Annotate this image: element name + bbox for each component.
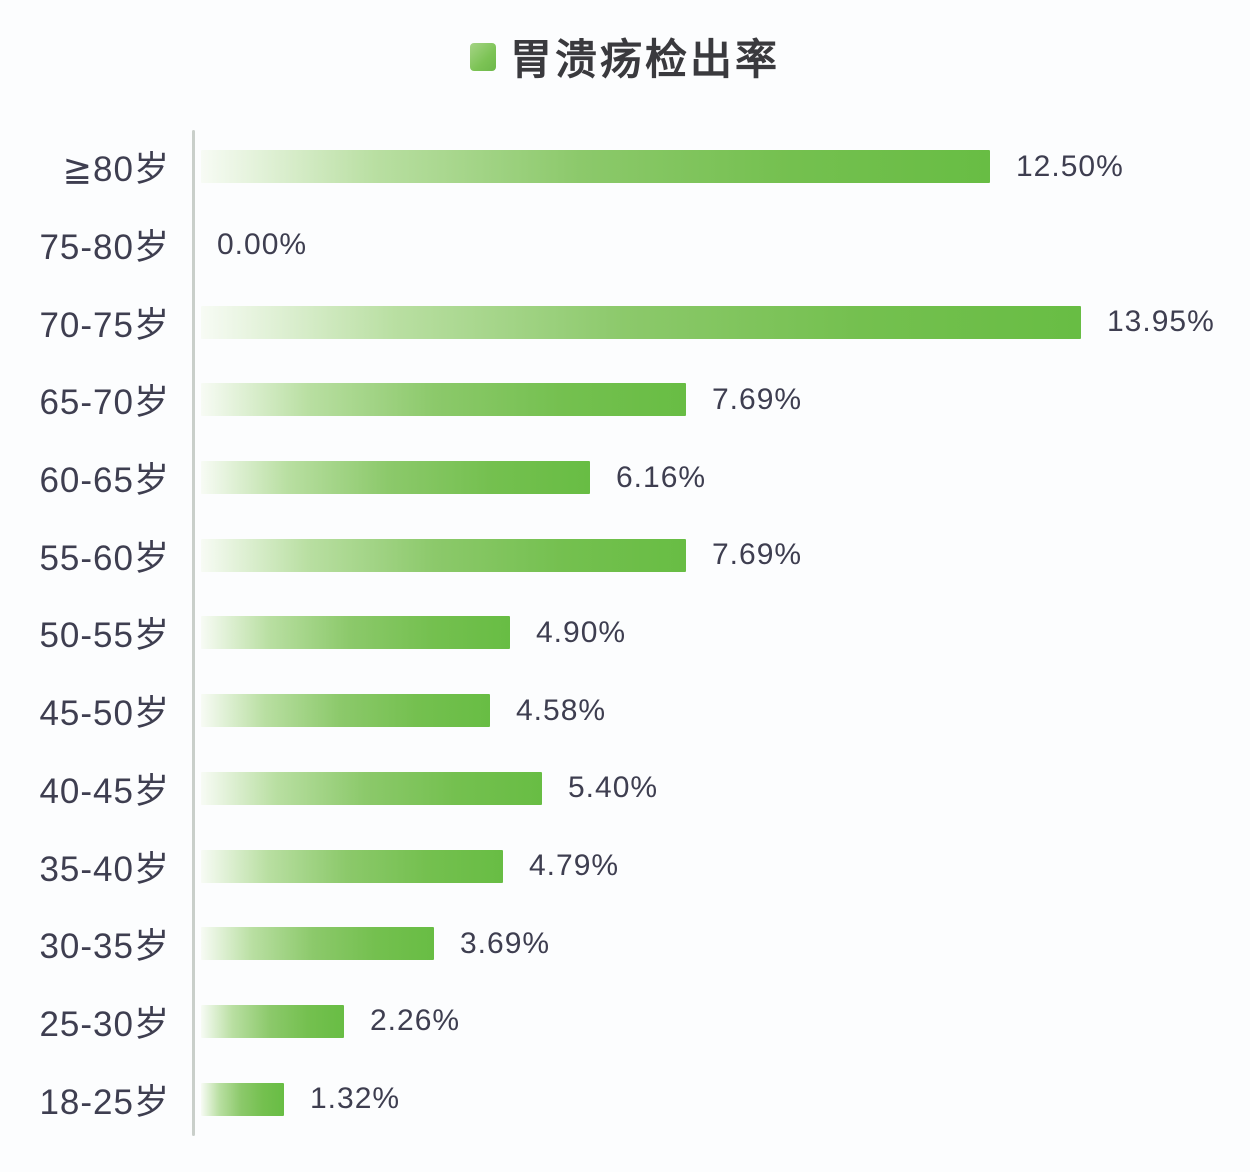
value-label: 4.58% (516, 693, 607, 727)
bar-row: 35-40岁 4.79% (0, 827, 1250, 905)
bar-row: 18-25岁 1.32% (0, 1060, 1250, 1138)
bar[interactable] (201, 383, 686, 417)
category-label: ≧80岁 (62, 150, 170, 190)
bar-track: 2.26% (170, 983, 1250, 1061)
value-label: 4.90% (536, 615, 627, 649)
bar-row: 75-80岁 0.00% (0, 206, 1250, 284)
bar-row: 25-30岁 2.26% (0, 983, 1250, 1061)
bar-row: 70-75岁 13.95% (0, 283, 1250, 361)
bar[interactable] (201, 771, 542, 805)
y-axis-line (192, 130, 195, 1136)
category-label: 50-55岁 (39, 616, 170, 656)
bar-track: 7.69% (170, 361, 1250, 439)
bar-row: 40-45岁 5.40% (0, 750, 1250, 828)
category-label: 25-30岁 (39, 1004, 170, 1044)
value-label: 5.40% (568, 771, 659, 805)
value-label: 4.79% (529, 849, 620, 883)
value-label: 2.26% (370, 1004, 461, 1038)
value-label: 12.50% (1016, 149, 1124, 183)
category-label: 30-35岁 (39, 927, 170, 967)
bar-track: 1.32% (170, 1060, 1250, 1138)
category-label: 75-80岁 (39, 228, 170, 268)
bar[interactable] (201, 694, 490, 728)
bar-row: 65-70岁 7.69% (0, 361, 1250, 439)
legend-marker-icon (469, 42, 496, 71)
category-label: 18-25岁 (39, 1082, 170, 1122)
bar-track: 13.95% (170, 283, 1250, 361)
value-label: 13.95% (1107, 305, 1215, 339)
bar-track: 7.69% (170, 516, 1250, 594)
value-label: 7.69% (712, 382, 803, 416)
category-label: 55-60岁 (39, 538, 170, 578)
bar[interactable] (201, 461, 590, 495)
category-label: 45-50岁 (39, 694, 170, 734)
bar-track: 5.40% (170, 750, 1250, 828)
value-label: 7.69% (712, 538, 803, 572)
bar[interactable] (201, 538, 686, 572)
bar[interactable] (201, 616, 510, 650)
chart-header: 胃溃疡检出率 (0, 26, 1250, 87)
bar[interactable] (201, 1082, 284, 1116)
bar-track: 4.79% (170, 827, 1250, 905)
bar-row: 30-35岁 3.69% (0, 905, 1250, 983)
bar[interactable] (201, 305, 1081, 339)
bar-rows: ≧80岁 12.50% 75-80岁 0.00% 70-75岁 13.95% 65-70岁 7… (0, 128, 1250, 1138)
category-label: 60-65岁 (39, 461, 170, 501)
bar-track: 3.69% (170, 905, 1250, 983)
value-label: 3.69% (460, 926, 551, 960)
bar-track: 4.90% (170, 594, 1250, 672)
bar[interactable] (201, 849, 503, 883)
bar[interactable] (201, 150, 990, 184)
category-label: 65-70岁 (39, 383, 170, 423)
bar-row: 55-60岁 7.69% (0, 516, 1250, 594)
bar[interactable] (201, 927, 434, 961)
category-label: 35-40岁 (39, 849, 170, 889)
bar-row: ≧80岁 12.50% (0, 128, 1250, 206)
value-label: 0.00% (217, 227, 308, 261)
chart-title: 胃溃疡检出率 (509, 36, 780, 83)
bar[interactable] (201, 1004, 344, 1038)
bar-track: 0.00% (170, 206, 1250, 284)
bar-row: 50-55岁 4.90% (0, 594, 1250, 672)
category-label: 40-45岁 (39, 771, 170, 811)
bar-row: 45-50岁 4.58% (0, 672, 1250, 750)
value-label: 1.32% (310, 1082, 401, 1116)
bar-track: 6.16% (170, 439, 1250, 517)
category-label: 70-75岁 (39, 305, 170, 345)
bar-row: 60-65岁 6.16% (0, 439, 1250, 517)
plot-area: ≧80岁 12.50% 75-80岁 0.00% 70-75岁 13.95% 65-70岁 7… (0, 128, 1250, 1138)
value-label: 6.16% (616, 460, 707, 494)
bar-track: 12.50% (170, 128, 1250, 206)
bar-track: 4.58% (170, 672, 1250, 750)
